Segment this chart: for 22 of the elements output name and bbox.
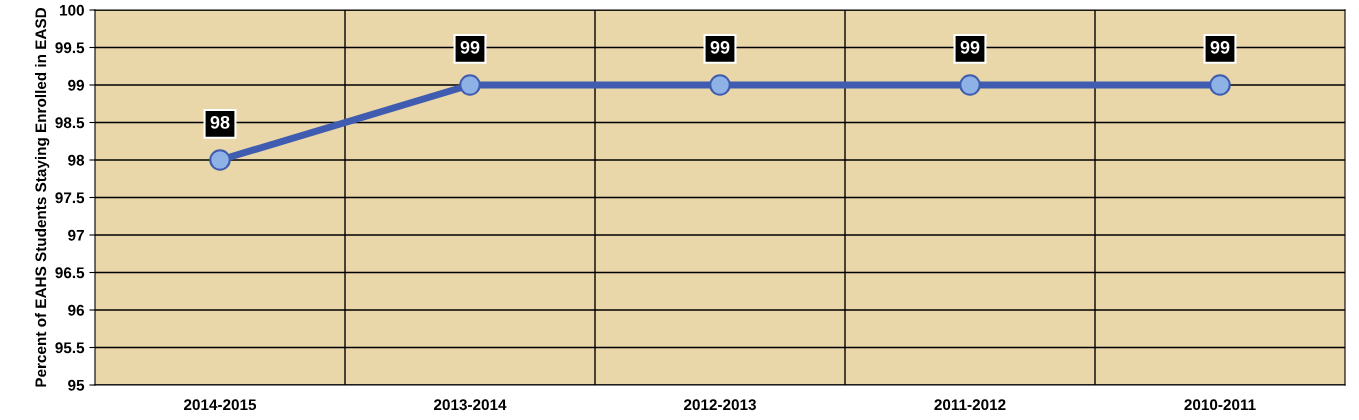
data-label: 99 — [710, 40, 730, 54]
y-tick-label: 96.5 — [55, 267, 85, 279]
data-label: 98 — [210, 115, 230, 129]
y-tick-label: 95.5 — [55, 342, 85, 354]
y-tick-label: 98.5 — [55, 117, 85, 129]
y-tick-label: 95 — [68, 379, 85, 391]
y-tick-label: 96 — [68, 304, 85, 316]
x-tick-label: 2010-2011 — [1184, 399, 1256, 411]
y-axis-title: Percent of EAHS Students Staying Enrolled in EASD — [34, 7, 50, 387]
x-tick-label: 2011-2012 — [934, 399, 1006, 411]
y-tick-label: 98 — [68, 154, 85, 166]
data-label: 99 — [460, 40, 480, 54]
y-tick-label: 97 — [68, 229, 84, 241]
y-tick-label: 100 — [60, 4, 84, 16]
y-tick-label: 99.5 — [55, 42, 85, 54]
data-label: 99 — [1210, 40, 1230, 54]
data-label: 99 — [960, 40, 980, 54]
x-tick-label: 2014-2015 — [184, 399, 257, 411]
x-tick-label: 2013-2014 — [434, 399, 507, 411]
y-tick-label: 99 — [68, 79, 85, 91]
y-tick-label: 97.5 — [55, 192, 85, 204]
x-tick-label: 2012-2013 — [684, 399, 756, 411]
